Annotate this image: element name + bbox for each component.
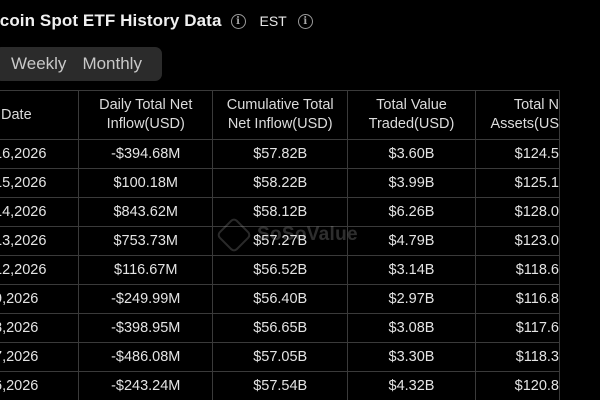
cell-total-net-assets: $116.8 [475,284,560,314]
table-row[interactable]: 15,2026$100.18M$58.22B$3.99B$125.1 [0,168,560,198]
header-traded-line2: Traded(USD) [368,116,455,132]
cell-total-value-traded: $4.32B [346,371,477,400]
cell-total-net-assets: $124.5 [475,139,560,169]
info-icon[interactable]: i [230,13,246,29]
cell-total-net-assets: $118.3 [475,342,560,372]
cell-total-value-traded: $3.30B [346,342,477,372]
cell-total-net-assets: $120.8 [475,371,560,400]
header-daily-net-inflow[interactable]: Daily Total Net Inflow(USD) [77,90,214,140]
header-total-value-traded[interactable]: Total Value Traded(USD) [346,90,477,140]
cell-date: 14,2026 [0,197,79,227]
cell-total-net-assets: $117.6 [475,313,560,343]
header-cumulative-net-inflow[interactable]: Cumulative Total Net Inflow(USD) [212,90,348,140]
cell-total-net-assets: $118.6 [475,255,560,285]
header-traded-line1: Total Value [376,97,447,113]
cell-daily-net-inflow: -$398.95M [77,313,214,343]
cell-date: 8,2026 [0,313,79,343]
table-row[interactable]: 16,2026-$394.68M$57.82B$3.60B$124.5 [0,139,560,169]
header-daily-line1: Daily Total Net [99,97,193,113]
table-row[interactable]: 9,2026-$249.99M$56.40B$2.97B$116.8 [0,284,560,314]
cell-total-value-traded: $6.26B [346,197,477,227]
cell-cumulative-net-inflow: $57.05B [212,342,348,372]
header-cumulative-line1: Cumulative Total [226,97,334,113]
cell-total-value-traded: $3.14B [346,255,477,285]
cell-total-value-traded: $2.97B [346,284,477,314]
table-row[interactable]: 6,2026-$243.24M$57.54B$4.32B$120.8 [0,371,560,400]
header-total-net-assets[interactable]: Total N Assets(US [475,90,560,140]
cell-cumulative-net-inflow: $57.27B [212,226,348,256]
header-date[interactable]: Date [0,90,79,140]
table-row[interactable]: 8,2026-$398.95M$56.65B$3.08B$117.6 [0,313,560,343]
cell-total-net-assets: $125.1 [475,168,560,198]
period-toggle: Weekly Monthly [0,47,162,81]
cell-total-net-assets: $123.0 [475,226,560,256]
cell-date: 16,2026 [0,139,79,169]
etf-history-table: Date Daily Total Net Inflow(USD) Cumulat… [0,90,560,400]
header-assets-line2: Assets(US [490,116,559,132]
cell-daily-net-inflow: -$243.24M [77,371,214,400]
table-row[interactable]: 13,2026$753.73M$57.27B$4.79B$123.0 [0,226,560,256]
table-header-row: Date Daily Total Net Inflow(USD) Cumulat… [0,90,560,140]
cell-total-value-traded: $3.08B [346,313,477,343]
header-assets-line1: Total N [513,97,559,113]
table-row[interactable]: 14,2026$843.62M$58.12B$6.26B$128.0 [0,197,560,227]
cell-date: 9,2026 [0,284,79,314]
header-daily-line2: Inflow(USD) [106,116,185,132]
cell-total-net-assets: $128.0 [475,197,560,227]
timezone-label: EST [259,13,287,29]
cell-cumulative-net-inflow: $56.52B [212,255,348,285]
cell-cumulative-net-inflow: $58.22B [212,168,348,198]
cell-date: 15,2026 [0,168,79,198]
cell-total-value-traded: $3.99B [346,168,477,198]
cell-daily-net-inflow: -$394.68M [77,139,214,169]
cell-cumulative-net-inflow: $57.54B [212,371,348,400]
header-date-label: Date [1,106,32,123]
table-row[interactable]: 7,2026-$486.08M$57.05B$3.30B$118.3 [0,342,560,372]
page-title: tcoin Spot ETF History Data [0,11,222,30]
cell-total-value-traded: $3.60B [346,139,477,169]
cell-daily-net-inflow: -$249.99M [77,284,214,314]
cell-cumulative-net-inflow: $56.40B [212,284,348,314]
cell-date: 12,2026 [0,255,79,285]
tab-monthly[interactable]: Monthly [82,54,142,73]
cell-daily-net-inflow: $116.67M [77,255,214,285]
cell-daily-net-inflow: $843.62M [77,197,214,227]
cell-cumulative-net-inflow: $56.65B [212,313,348,343]
cell-cumulative-net-inflow: $57.82B [212,139,348,169]
timezone-info-icon[interactable]: i [297,13,313,29]
cell-date: 7,2026 [0,342,79,372]
cell-daily-net-inflow: $100.18M [77,168,214,198]
title-row: tcoin Spot ETF History Data i EST i [0,6,313,36]
header-cumulative-line2: Net Inflow(USD) [227,116,333,132]
cell-date: 6,2026 [0,371,79,400]
table-row[interactable]: 12,2026$116.67M$56.52B$3.14B$118.6 [0,255,560,285]
cell-daily-net-inflow: -$486.08M [77,342,214,372]
cell-daily-net-inflow: $753.73M [77,226,214,256]
cell-cumulative-net-inflow: $58.12B [212,197,348,227]
cell-total-value-traded: $4.79B [346,226,477,256]
tab-weekly[interactable]: Weekly [11,54,67,73]
cell-date: 13,2026 [0,226,79,256]
